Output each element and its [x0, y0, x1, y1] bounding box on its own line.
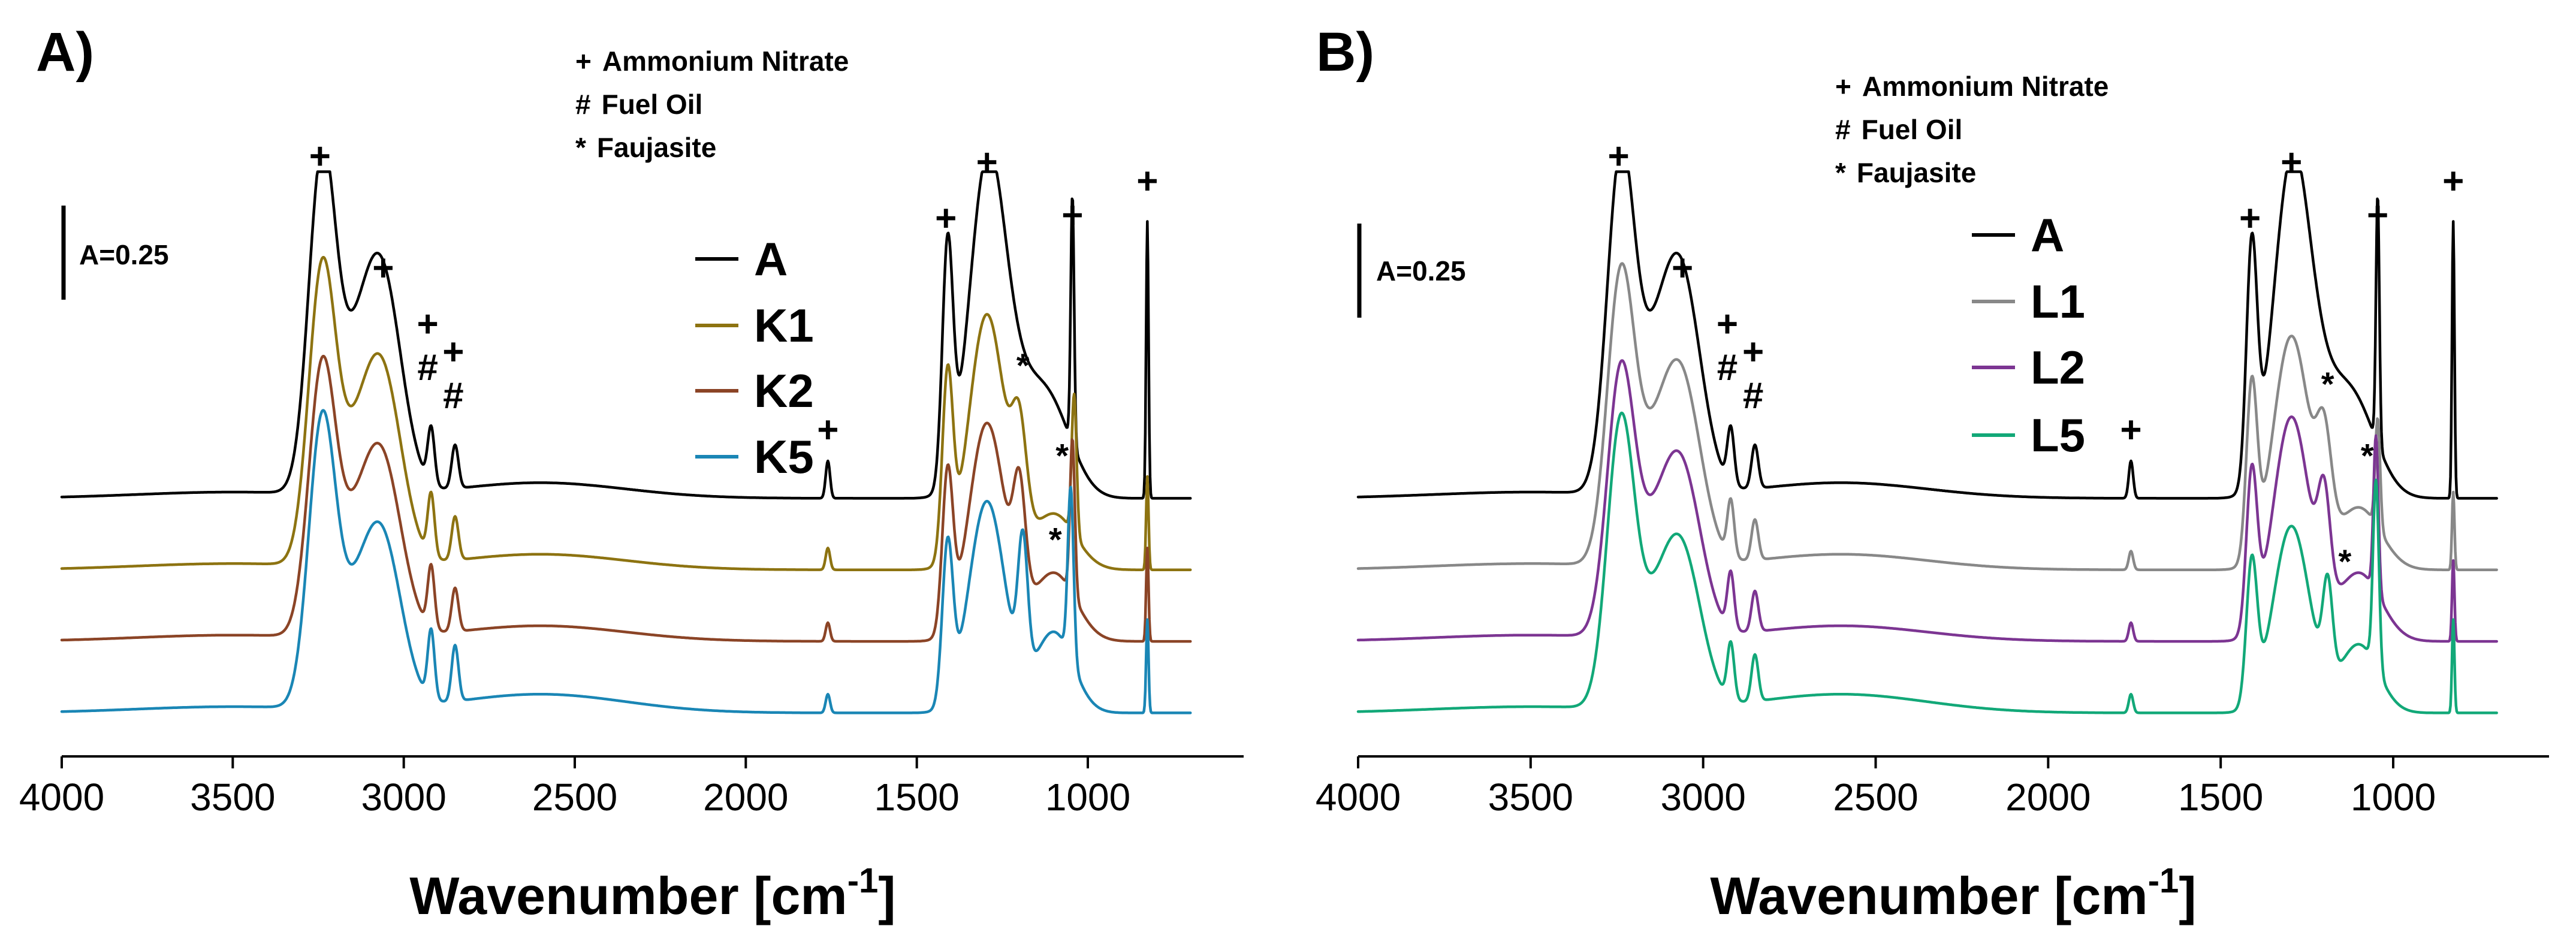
spectrum-K1	[60, 256, 1192, 571]
peak-marker-hash-2855: #	[443, 375, 463, 417]
peak-marker-star-1190: *	[1016, 346, 1030, 384]
peak-marker-plus-1295: +	[976, 142, 998, 183]
panel-a-key: + Ammonium Nitrate # Fuel Oil * Faujasite	[575, 46, 849, 163]
peak-marker-plus-3060: +	[372, 248, 394, 289]
panel-a-x-ticks: 4000 3500 3000 2500 2000 1500 1000	[19, 756, 1130, 819]
x-tick-label-1500: 1500	[2178, 776, 2263, 819]
spectrum-A	[1356, 170, 2498, 500]
legend-label-L1: L1	[2031, 275, 2085, 328]
peak-marker-star-1075: *	[1055, 437, 1069, 475]
x-tick-label-2500: 2500	[1833, 776, 1918, 819]
panel-b-x-ticks: 4000 3500 3000 2500 2000 1500 1000	[1316, 756, 2436, 819]
panel-b-key: + Ammonium Nitrate # Fuel Oil * Faujasite	[1835, 71, 2109, 188]
peak-marker-star-1190: *	[2321, 365, 2334, 403]
x-tick-label-4000: 4000	[1316, 776, 1401, 819]
x-tick-label-1000: 1000	[1045, 776, 1130, 819]
legend-label-K1: K1	[754, 299, 814, 352]
x-tick-label-3500: 3500	[190, 776, 275, 819]
x-tick-label-3000: 3000	[1660, 776, 1745, 819]
peak-marker-hash-2855: #	[1743, 375, 1763, 417]
panel-a-label: A)	[36, 22, 94, 83]
panel-b-x-axis-title: Wavenumber [cm-1]	[1710, 861, 2196, 925]
peak-marker-plus-3060: +	[1672, 248, 1693, 289]
panel-b-peak-labels: +++# +#++*++*+*	[1607, 135, 2464, 580]
key-fuel-oil: # Fuel Oil	[1835, 114, 1962, 145]
spectrum-L5	[1356, 411, 2498, 714]
peak-marker-star-1075: *	[2361, 437, 2374, 475]
legend-label-L5: L5	[2031, 409, 2085, 462]
legend-label-A: A	[754, 233, 788, 285]
spectrum-A	[60, 170, 1192, 500]
peak-marker-plus-1415: +	[935, 198, 957, 239]
peak-marker-plus-3245: +	[309, 135, 331, 177]
key-ammonium-nitrate: + Ammonium Nitrate	[1835, 71, 2109, 102]
panel-b-label: B)	[1316, 22, 1374, 83]
x-tick-label-4000: 4000	[19, 776, 104, 819]
panel-b: B) + Ammonium Nitrate # Fuel Oil * Faujasit…	[1316, 22, 2549, 925]
x-tick-label-3000: 3000	[361, 776, 446, 819]
spectrum-L2	[1356, 359, 2498, 643]
panel-a-x-axis-title: Wavenumber [cm-1]	[409, 861, 895, 925]
x-tick-label-2000: 2000	[2005, 776, 2091, 819]
peak-marker-plus-1045: +	[1061, 195, 1083, 236]
peak-marker-plus-2930: +	[417, 304, 438, 345]
spectrum-L1	[1356, 262, 2498, 571]
spectrum-K5	[60, 409, 1192, 714]
key-faujasite: * Faujasite	[575, 132, 716, 163]
panel-a-spectra	[60, 170, 1192, 714]
legend-label-K5: K5	[754, 430, 814, 483]
x-tick-label-1000: 1000	[2351, 776, 2436, 819]
panel-b-scale-label: A=0.25	[1376, 255, 1466, 286]
legend-label-A: A	[2031, 209, 2064, 261]
peak-marker-plus-3245: +	[1607, 135, 1629, 177]
panel-a-peak-labels: +++# +#++*++*+*	[309, 135, 1159, 558]
peak-marker-plus-1760: +	[817, 409, 838, 451]
peak-marker-plus-1295: +	[2281, 142, 2302, 183]
peak-marker-plus-2855: +	[442, 331, 464, 373]
panel-a: A) + Ammonium Nitrate # Fuel Oil * Faujasit…	[19, 22, 1244, 925]
peak-marker-star-1095: *	[1049, 521, 1062, 559]
panel-b-spectra	[1356, 170, 2498, 714]
panel-b-legend: A L1 L2 L5	[1972, 209, 2085, 462]
x-tick-label-2000: 2000	[703, 776, 788, 819]
panel-a-legend: A K1 K2 K5	[695, 233, 814, 483]
peak-marker-plus-826: +	[1136, 161, 1158, 202]
peak-marker-star-1140: *	[2339, 542, 2352, 580]
x-tick-label-2500: 2500	[532, 776, 617, 819]
peak-marker-plus-1760: +	[2120, 409, 2141, 451]
key-faujasite: * Faujasite	[1835, 157, 1976, 188]
peak-marker-hash-2930: #	[1717, 347, 1738, 388]
x-tick-label-3500: 3500	[1488, 776, 1573, 819]
x-tick-label-1500: 1500	[874, 776, 959, 819]
peak-marker-plus-2930: +	[1717, 304, 1738, 345]
panel-a-scale-label: A=0.25	[79, 239, 169, 270]
key-fuel-oil: # Fuel Oil	[575, 89, 702, 120]
peak-marker-plus-1045: +	[2367, 195, 2388, 236]
peak-marker-plus-2855: +	[1742, 331, 1764, 373]
peak-marker-hash-2930: #	[417, 347, 438, 388]
peak-marker-plus-1415: +	[2239, 198, 2261, 239]
legend-label-L2: L2	[2031, 341, 2085, 394]
key-ammonium-nitrate: + Ammonium Nitrate	[575, 46, 849, 77]
spectrum-K2	[60, 354, 1192, 643]
peak-marker-plus-826: +	[2442, 161, 2464, 202]
legend-label-K2: K2	[754, 364, 814, 417]
